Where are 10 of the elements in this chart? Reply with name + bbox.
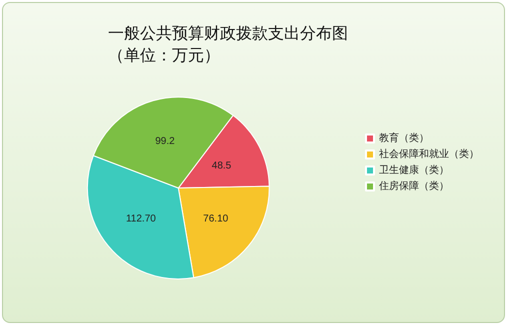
legend-label: 卫生健康（类） [379,164,449,176]
chart-title: 一般公共预算财政拨款支出分布图 [108,24,348,42]
data-label: 76.10 [203,213,229,224]
data-label: 99.2 [155,136,176,147]
legend-label: 社会保障和就业（类） [379,148,479,160]
data-label: 48.5 [212,160,232,172]
legend-label: 住房保障（类） [379,180,449,192]
chart-subtitle: （单位：万元） [108,46,220,64]
legend-label: 教育（类） [379,132,429,144]
data-label: 112.70 [126,213,156,224]
